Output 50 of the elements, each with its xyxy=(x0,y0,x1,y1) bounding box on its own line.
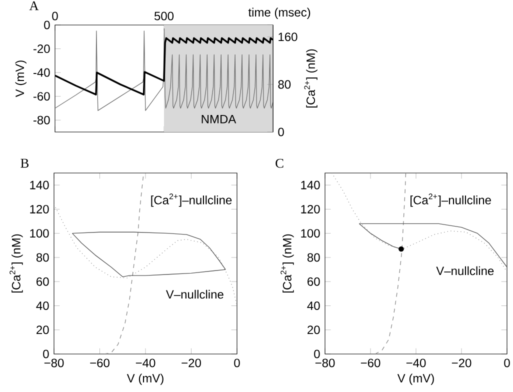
y-tick-label: 20 xyxy=(36,326,49,334)
annotation: V–nullcline xyxy=(166,290,224,299)
x-tick-label: −80 xyxy=(44,358,64,368)
y2-axis-title: [Ca$^{2+}$] (nM) xyxy=(304,49,318,108)
x-tick-label: −40 xyxy=(136,358,156,368)
y2-tick-label: 80 xyxy=(278,80,291,89)
y-tick-label: 60 xyxy=(36,277,49,286)
y-tick-label: 120 xyxy=(30,204,49,214)
x-tick-label: 0 xyxy=(504,358,510,368)
y2-tick-label: 160 xyxy=(278,32,298,42)
x-tick-label: −60 xyxy=(90,358,110,368)
y-tick-label: -40 xyxy=(33,68,50,77)
annotation: [Ca$^{2+}$]–nullcline xyxy=(410,194,491,207)
y-tick-label: -80 xyxy=(33,116,50,124)
chart-title: C xyxy=(276,158,284,168)
y-tick-label: 0 xyxy=(43,350,49,358)
x-tick-label: −20 xyxy=(452,358,472,368)
annotation: [Ca$^{2+}$]–nullcline xyxy=(151,194,232,207)
y-tick-label: 60 xyxy=(308,277,320,286)
y-tick-label: 20 xyxy=(308,326,320,334)
y-tick-label: 100 xyxy=(30,229,49,238)
x-tick-label: −20 xyxy=(182,358,201,368)
y-tick-label: 100 xyxy=(301,229,320,238)
x-axis-title: V (mV) xyxy=(397,374,434,385)
band-label: NMDA xyxy=(202,115,236,124)
x-tick-label: 500 xyxy=(154,12,174,20)
y-tick-label: 40 xyxy=(36,301,49,310)
y-axis-title: [Ca$^{2+}$] (nM) xyxy=(280,234,294,293)
y-axis-title: [Ca$^{2+}$] (nM) xyxy=(10,234,23,293)
y-tick-label: 80 xyxy=(307,253,320,262)
y-tick-label: 140 xyxy=(301,180,320,190)
annotation: V–nullcline xyxy=(436,266,494,276)
y-axis-title: V (mV) xyxy=(15,60,26,98)
y-tick-label: 80 xyxy=(36,253,49,262)
x-tick-label: −60 xyxy=(360,358,380,368)
y-tick-label: 140 xyxy=(30,180,49,190)
x-tick-label: −40 xyxy=(406,358,426,368)
chart-title: B xyxy=(20,158,29,168)
y-tick-label: -60 xyxy=(33,92,50,101)
y-tick-label: -20 xyxy=(33,44,50,54)
x-axis-title: V (mV) xyxy=(126,374,164,385)
x-axis-title: time (msec) xyxy=(248,8,310,19)
y-tick-label: 0 xyxy=(314,350,320,358)
x-tick-label: −80 xyxy=(315,358,335,368)
chart-title: A xyxy=(29,1,39,10)
y-tick-label: 40 xyxy=(307,301,320,310)
y-tick-label: 0 xyxy=(44,20,50,30)
y2-tick-label: 0 xyxy=(278,128,284,136)
x-tick-label: 0 xyxy=(234,358,240,368)
y-tick-label: 120 xyxy=(301,204,320,214)
